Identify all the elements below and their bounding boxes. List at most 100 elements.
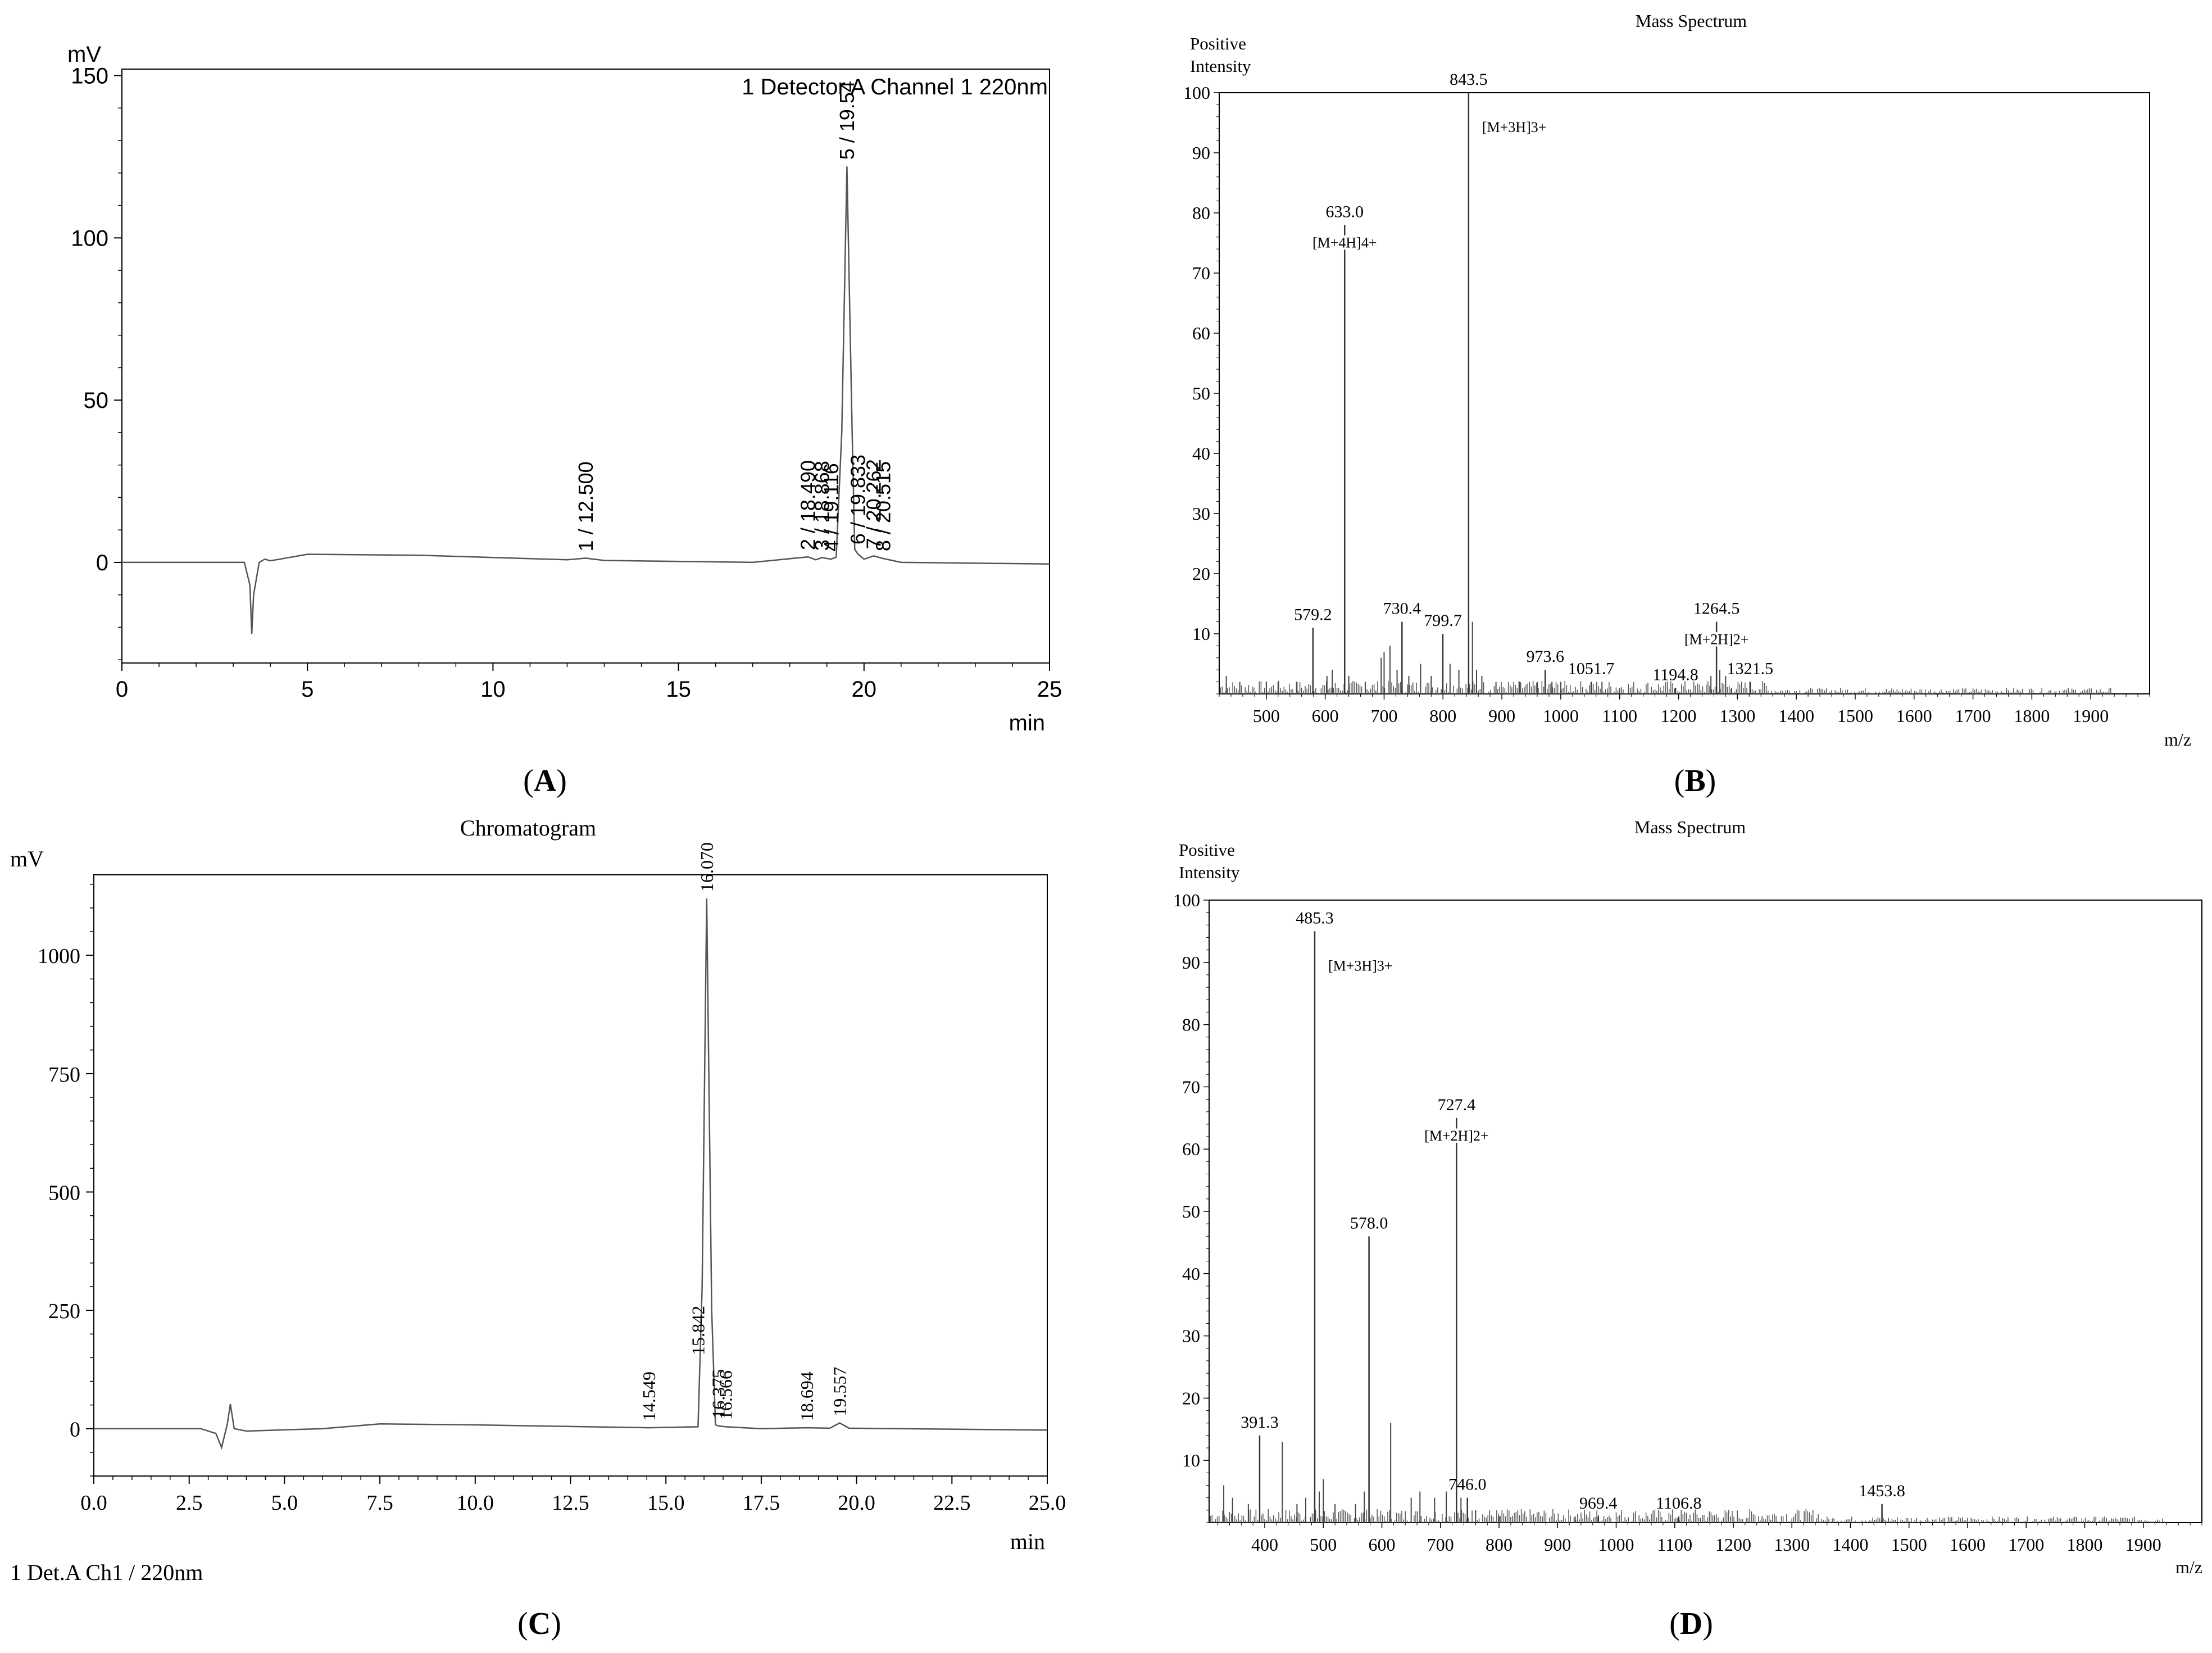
peak-mz-label: 727.4 <box>1438 1096 1476 1114</box>
panel-a-channel-label: 1 Detector A Channel 1 220nm <box>742 75 1048 99</box>
x-tick-label: 1500 <box>1891 1534 1927 1555</box>
panel-c-x-unit: min <box>1010 1529 1045 1554</box>
x-tick-label: 12.5 <box>552 1491 589 1515</box>
peak-mz-label: 1321.5 <box>1727 660 1774 678</box>
x-tick-label: 1300 <box>1774 1534 1810 1555</box>
peak-mz-label: 746.0 <box>1448 1475 1487 1494</box>
panel-b-mass-spectrum: Mass Spectrum Positive Intensity m/z 500 6… <box>1183 11 2191 798</box>
y-tick-label: 90 <box>1192 143 1210 163</box>
y-tick-label: 750 <box>48 1063 80 1087</box>
x-tick-label: 1700 <box>1955 706 1991 726</box>
panel-c-chromatogram: Chromatogram mV min 1 Det.A Ch1 / 220nm … <box>10 815 1066 1641</box>
x-tick-label: 1100 <box>1657 1534 1692 1555</box>
peak-mz-label: 633.0 <box>1325 202 1364 221</box>
ion-label: [M+2H]2+ <box>1424 1128 1489 1144</box>
y-tick-label: 500 <box>48 1181 80 1205</box>
y-tick-label: 1000 <box>38 944 80 968</box>
y-tick-label: 20 <box>1182 1388 1200 1408</box>
peak-label: 19.557 <box>830 1367 850 1416</box>
x-tick-label: 17.5 <box>743 1491 780 1515</box>
y-tick-label: 250 <box>48 1300 80 1323</box>
ion-label: [M+3H]3+ <box>1328 957 1393 974</box>
x-tick-label: 1000 <box>1598 1534 1634 1555</box>
y-tick-label: 70 <box>1192 263 1210 283</box>
panel-a-frame <box>121 69 1050 664</box>
x-tick-label: 22.5 <box>933 1491 971 1515</box>
x-tick-label: 1600 <box>1950 1534 1986 1555</box>
ion-label-bg: [M+3H]3+ <box>1328 957 1393 974</box>
x-tick-label: 700 <box>1370 706 1397 726</box>
panel-c-axes: 0.0 2.5 5.0 7.5 10.0 12.5 15.0 17.5 20.0 22.5 25.0… <box>38 884 1066 1515</box>
panel-d-y-label: Positive Intensity <box>1179 840 1240 882</box>
x-tick-label: 800 <box>1486 1534 1512 1555</box>
x-tick-label: 5.0 <box>271 1491 298 1515</box>
x-tick-label: 1400 <box>1778 706 1814 726</box>
x-tick-label: 15.0 <box>647 1491 685 1515</box>
panel-a-axes: 0 5 10 15 20 25 0 50 100 150 <box>71 64 1062 702</box>
panel-d-title: Mass Spectrum <box>1634 817 1746 837</box>
peak-label: 5 / 19.54 <box>835 81 859 160</box>
y-tick-label: 80 <box>1192 203 1210 223</box>
x-tick-label: 25 <box>1037 677 1062 702</box>
panel-a-trace <box>122 166 1050 634</box>
y-tick-label: 0 <box>70 1418 80 1442</box>
x-tick-label: 500 <box>1310 1534 1337 1555</box>
panel-c-frame <box>93 874 1048 1477</box>
peak-label: 16.566 <box>716 1370 736 1420</box>
panel-d-peaks: 391.3[M+3H]3+[M+3H]3+485.3578.0[M+2H]2+[… <box>1210 909 2167 1523</box>
y-tick-label: 100 <box>71 226 108 251</box>
y-tick-label: 100 <box>1183 83 1210 103</box>
y-tick-label: 40 <box>1182 1264 1200 1284</box>
y-tick-label: 50 <box>1192 383 1210 403</box>
y-tick-label: 50 <box>1182 1201 1200 1221</box>
panel-b-y-label: Positive Intensity <box>1190 34 1251 76</box>
panel-a-x-unit: min <box>1009 711 1045 735</box>
x-tick-label: 0.0 <box>80 1491 107 1515</box>
x-tick-label: 0 <box>116 677 128 702</box>
panel-b-label: (B) <box>1674 764 1716 798</box>
x-tick-label: 1900 <box>2073 706 2109 726</box>
y-tick-label: 60 <box>1192 323 1210 343</box>
peak-label: 6 / 19.833 <box>846 455 869 544</box>
panel-b-title: Mass Spectrum <box>1636 11 1747 31</box>
peak-mz-label: 1453.8 <box>1859 1482 1905 1500</box>
peak-mz-label: 730.4 <box>1383 600 1421 618</box>
peak-label: 16.070 <box>697 842 717 892</box>
y-tick-label: 150 <box>71 64 108 89</box>
panel-c-title: Chromatogram <box>460 815 596 841</box>
peak-mz-label: 799.7 <box>1424 611 1462 630</box>
x-tick-label: 900 <box>1544 1534 1571 1555</box>
peak-mz-label: 1051.7 <box>1568 660 1615 678</box>
x-tick-label: 1000 <box>1543 706 1579 726</box>
peak-label: 3 / 18.868 <box>811 461 834 551</box>
peak-mz-label: 485.3 <box>1296 909 1334 927</box>
x-tick-label: 10 <box>480 677 506 702</box>
panel-c-trace <box>94 898 1048 1450</box>
y-tick-label: 40 <box>1192 443 1210 464</box>
panel-c-y-unit: mV <box>10 846 44 871</box>
y-tick-label: 10 <box>1192 624 1210 644</box>
y-tick-label: 80 <box>1182 1015 1200 1035</box>
x-tick-label: 400 <box>1251 1534 1278 1555</box>
peak-mz-label: 1194.8 <box>1652 665 1698 684</box>
x-tick-label: 7.5 <box>366 1491 393 1515</box>
x-tick-label: 20.0 <box>838 1491 875 1515</box>
x-tick-label: 1500 <box>1837 706 1873 726</box>
peak-mz-label: 973.6 <box>1526 647 1564 666</box>
peak-mz-label: 1106.8 <box>1656 1494 1701 1513</box>
panel-a-chromatogram: mV min 1 Detector A Channel 1 220nm 0 5 10… <box>67 42 1062 798</box>
x-tick-label: 600 <box>1312 706 1339 726</box>
x-tick-label: 15 <box>666 677 691 702</box>
peak-label: 8 / 20.515 <box>871 461 894 551</box>
panel-d-label: (D) <box>1669 1606 1713 1641</box>
x-tick-label: 2.5 <box>176 1491 203 1515</box>
panel-b-axes: 500 600 700 800 900 1000 1100 1200 1300 1400 1500 1… <box>1183 83 2150 726</box>
x-tick-label: 25.0 <box>1029 1491 1066 1515</box>
panel-c-label: (C) <box>517 1606 561 1641</box>
panel-d-x-label: m/z <box>2175 1557 2202 1577</box>
x-tick-label: 10.0 <box>457 1491 494 1515</box>
y-tick-label: 30 <box>1192 503 1210 524</box>
x-tick-label: 1200 <box>1661 706 1697 726</box>
y-tick-label: 60 <box>1182 1139 1200 1159</box>
x-tick-label: 20 <box>852 677 877 702</box>
